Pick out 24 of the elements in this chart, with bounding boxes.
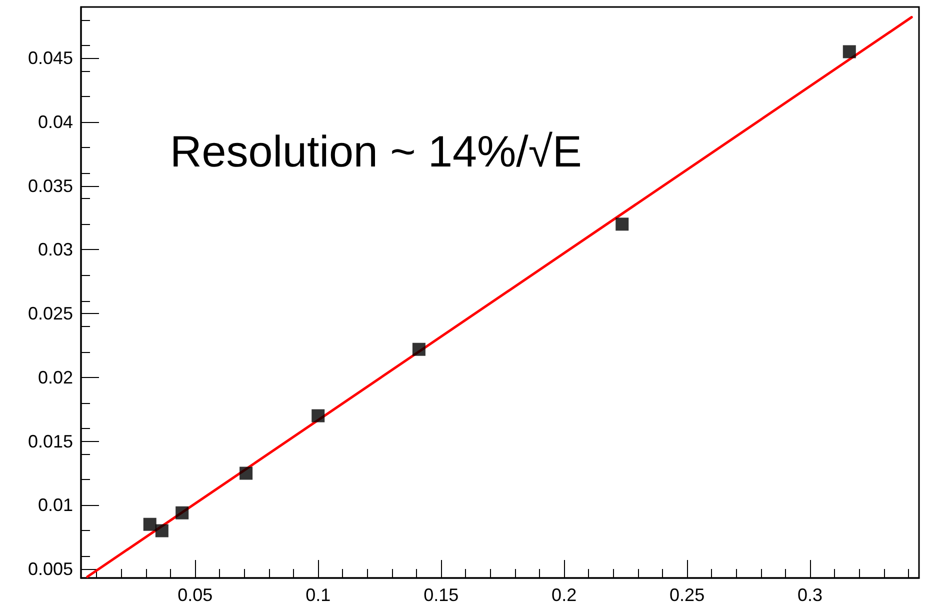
y-tick-label: 0.025 <box>28 304 73 324</box>
point <box>240 466 253 480</box>
x-tick-label: 0.2 <box>552 585 577 604</box>
y-tick-label: 0.04 <box>38 112 73 132</box>
y-tick-label: 0.045 <box>28 48 73 68</box>
x-tick-label: 0.15 <box>424 585 459 604</box>
point <box>412 342 426 356</box>
point <box>842 45 856 58</box>
point <box>176 506 189 520</box>
x-tick-label: 0.3 <box>798 585 823 604</box>
y-tick-label: 0.01 <box>38 495 73 516</box>
y-tick-label: 0.03 <box>38 240 73 260</box>
point <box>312 409 325 422</box>
annotation: Resolution ~ 14%/√E <box>170 128 582 176</box>
x-tick-label: 0.05 <box>178 585 213 604</box>
y-tick-label: 0.015 <box>28 431 73 452</box>
point <box>155 524 168 538</box>
y-tick-label: 0.02 <box>38 367 73 388</box>
y-tick-label: 0.005 <box>28 559 73 580</box>
x-tick-label: 0.25 <box>670 585 705 604</box>
y-tick-label: 0.035 <box>28 176 73 196</box>
point <box>143 518 156 531</box>
point <box>616 218 629 231</box>
x-tick-label: 0.1 <box>306 585 331 604</box>
